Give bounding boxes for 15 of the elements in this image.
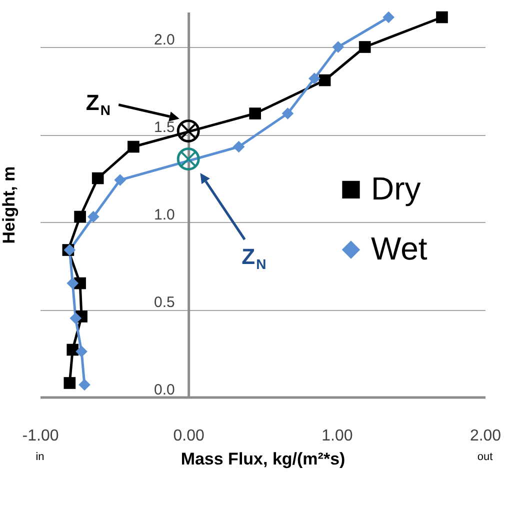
x-axis-title: Mass Flux, kg/(m²*s) [180,450,346,468]
y-tick-label: 2.0 [154,32,175,48]
y-axis-title: Height, m [0,166,18,244]
y-tick-label: 1.0 [154,206,175,224]
x-tick-label: 0.00 [173,428,205,444]
legend-label: Wet [371,230,428,267]
x-tick-label: 1.00 [322,428,353,444]
y-tick-label: 0.0 [154,382,175,398]
y-tick-label: 0.5 [154,294,175,311]
x-tick-label: 2.00 [470,428,502,444]
text: out [477,451,493,463]
y-tick-label: 1.5 [154,119,175,136]
legend-label: Dry [371,170,421,207]
text: in [36,451,44,463]
x-tick-label: -1.00 [22,428,59,444]
